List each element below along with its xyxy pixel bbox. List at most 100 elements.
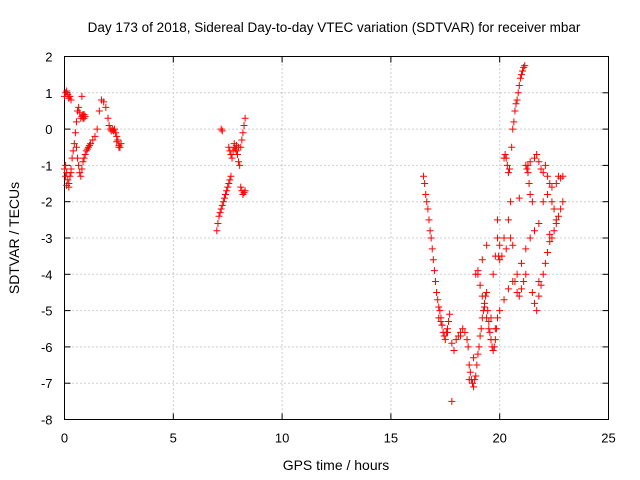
data-point <box>222 190 230 198</box>
data-point <box>79 158 87 166</box>
data-point <box>557 205 565 213</box>
data-point <box>437 317 445 325</box>
data-point <box>223 187 231 195</box>
data-point <box>421 180 429 188</box>
data-point <box>113 138 121 146</box>
data-point <box>513 96 521 104</box>
data-point <box>236 161 244 169</box>
data-point <box>489 347 497 355</box>
data-point <box>75 103 83 111</box>
data-point <box>115 143 123 151</box>
data-point <box>469 379 476 387</box>
x-axis-title: GPS time / hours <box>283 457 390 473</box>
data-point <box>61 165 68 173</box>
data-point <box>474 350 482 358</box>
data-point <box>215 212 223 220</box>
data-point <box>526 158 534 166</box>
x-tick-labels: 0 5 10 15 20 25 <box>61 431 616 446</box>
data-point <box>509 125 517 133</box>
data-point <box>424 205 432 213</box>
data-point <box>494 234 502 242</box>
data-point <box>502 154 510 162</box>
y-tick-label: 0 <box>45 122 52 137</box>
data-point <box>522 161 530 169</box>
data-point <box>539 198 547 206</box>
data-point <box>225 180 233 188</box>
y-tick-label: -3 <box>41 231 53 246</box>
data-point <box>504 285 512 293</box>
data-point <box>445 317 453 325</box>
data-point <box>420 172 428 180</box>
data-point <box>63 87 71 95</box>
data-point <box>483 241 491 249</box>
data-point <box>531 154 539 162</box>
data-point <box>517 259 525 267</box>
data-point <box>67 169 75 177</box>
data-point <box>550 227 558 235</box>
data-point <box>66 92 74 100</box>
data-point <box>105 121 113 129</box>
data-point <box>521 62 529 70</box>
data-point <box>227 172 235 180</box>
data-point <box>240 189 248 197</box>
data-point <box>496 307 504 315</box>
data-point <box>219 198 227 206</box>
data-point <box>432 278 440 286</box>
data-point <box>535 292 543 300</box>
data-point <box>239 129 247 137</box>
data-point <box>213 227 221 235</box>
data-point <box>519 67 527 75</box>
x-tick-label: 25 <box>601 431 615 446</box>
data-point <box>522 245 530 253</box>
data-point <box>478 292 486 300</box>
data-point <box>80 154 88 162</box>
data-point <box>231 145 239 153</box>
data-point <box>502 245 510 253</box>
data-point <box>476 332 484 340</box>
data-point <box>438 321 446 329</box>
data-point <box>526 190 534 198</box>
data-point <box>533 151 541 159</box>
data-point <box>511 107 519 115</box>
data-point <box>535 278 543 286</box>
data-point <box>75 161 83 169</box>
data-point <box>235 143 243 151</box>
data-point <box>535 219 543 227</box>
data-point <box>241 114 249 122</box>
data-points <box>61 62 567 405</box>
data-point <box>233 151 241 159</box>
data-point <box>91 132 99 140</box>
data-point <box>77 172 85 180</box>
data-point <box>435 314 443 322</box>
data-point <box>537 165 545 173</box>
data-point <box>535 158 543 166</box>
data-point <box>470 383 478 391</box>
data-point <box>440 332 448 340</box>
data-point <box>238 136 246 144</box>
data-point <box>426 227 434 235</box>
data-point <box>503 161 511 169</box>
data-point <box>69 147 77 155</box>
data-point <box>104 114 112 122</box>
data-point <box>117 140 125 148</box>
data-point <box>473 361 481 369</box>
data-point <box>450 347 458 355</box>
data-point <box>81 151 89 159</box>
data-point <box>483 288 491 296</box>
data-point <box>446 310 454 318</box>
data-point <box>72 143 80 151</box>
y-tick-label: -2 <box>41 195 53 210</box>
data-point <box>435 303 443 311</box>
y-tick-label: -7 <box>41 376 53 391</box>
data-point <box>457 332 465 340</box>
data-point <box>239 190 247 198</box>
data-point <box>509 241 517 249</box>
data-point <box>528 288 536 296</box>
data-point <box>520 63 528 71</box>
data-point <box>463 336 471 344</box>
data-point <box>81 112 89 120</box>
data-point <box>496 241 504 249</box>
data-point <box>501 151 509 159</box>
data-point <box>226 176 234 184</box>
data-point <box>544 172 552 180</box>
